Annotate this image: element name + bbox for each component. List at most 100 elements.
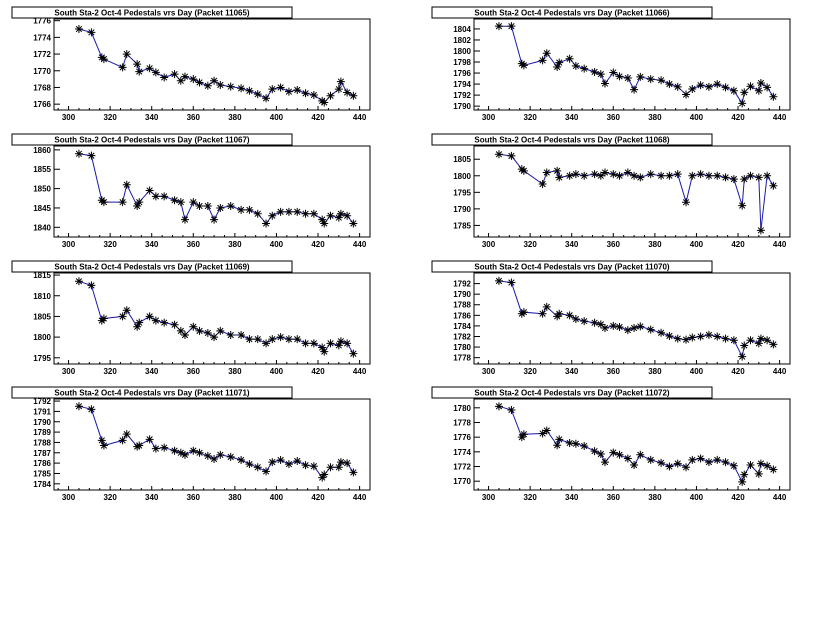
title-box (11, 133, 293, 146)
data-point-marker (160, 443, 169, 452)
data-point-marker (746, 336, 755, 345)
data-point-marker (696, 81, 705, 90)
data-point-marker (729, 461, 738, 470)
y-tick-label: 1815 (33, 271, 51, 280)
data-point-marker (195, 202, 204, 211)
x-tick-label: 360 (607, 493, 621, 502)
data-point-marker (135, 318, 144, 327)
data-point-marker (754, 339, 763, 348)
x-tick-label: 360 (187, 113, 201, 122)
data-point-marker (494, 150, 503, 159)
data-point-marker (245, 335, 254, 344)
x-tick-label: 400 (270, 113, 284, 122)
data-point-marker (309, 339, 318, 348)
data-point-marker (262, 94, 271, 103)
plot-frame (473, 398, 791, 491)
data-point-marker (542, 49, 551, 58)
y-tick-label: 1795 (453, 188, 471, 197)
y-tick-label: 1800 (453, 172, 471, 181)
data-point-marker (580, 317, 589, 326)
chart-panel-8: 300 320 340 360 380 400 420 440 1770 1772 1774 1776… (431, 386, 791, 502)
data-point-marker (176, 76, 185, 85)
x-tick-label: 440 (773, 493, 787, 502)
x-tick-label: 320 (523, 493, 537, 502)
data-point-marker (189, 446, 198, 455)
x-tick-label: 320 (523, 113, 537, 122)
data-point-marker (145, 435, 154, 444)
x-tick-label: 380 (648, 240, 662, 249)
data-point-marker (636, 173, 645, 182)
data-point-marker (216, 203, 225, 212)
data-point-marker (538, 56, 547, 65)
data-point-marker (665, 331, 674, 340)
data-point-marker (320, 347, 329, 356)
data-point-marker (646, 170, 655, 179)
chart-panel-2: 300 320 340 360 380 400 420 440 1790 1792 1794 1796… (431, 6, 791, 122)
data-point-marker (580, 441, 589, 450)
y-tick-label: 1770 (33, 67, 51, 76)
x-tick-label: 380 (228, 113, 242, 122)
data-point-marker (596, 171, 605, 180)
chart-panel-3: 300 320 340 360 380 400 420 440 1840 1845 1850 1855… (11, 133, 371, 249)
data-point-marker (746, 82, 755, 91)
data-point-marker (754, 469, 763, 478)
data-point-marker (133, 322, 142, 331)
data-point-marker (133, 60, 142, 69)
x-tick-label: 360 (187, 493, 201, 502)
data-point-marker (320, 98, 329, 107)
data-point-marker (494, 22, 503, 31)
y-tick-label: 1788 (453, 301, 471, 310)
data-point-marker (507, 22, 516, 31)
data-point-marker (151, 316, 160, 325)
y-tick-label: 1788 (33, 438, 51, 447)
data-point-marker (118, 436, 127, 445)
data-point-marker (151, 192, 160, 201)
data-point-marker (507, 406, 516, 415)
x-tick-label: 300 (62, 240, 76, 249)
data-point-marker (538, 429, 547, 438)
data-point-marker (657, 171, 666, 180)
data-point-marker (623, 168, 632, 177)
chart-title: South Sta-2 Oct-4 Pedestals vrs Day (Pac… (54, 136, 250, 145)
data-point-marker (284, 460, 293, 469)
data-point-marker (636, 450, 645, 459)
data-point-marker (553, 441, 562, 450)
data-point-marker (571, 170, 580, 179)
data-point-marker (600, 79, 609, 88)
y-tick-label: 1780 (453, 404, 471, 413)
data-point-marker (276, 207, 285, 216)
data-point-marker (99, 55, 108, 64)
y-tick-label: 1792 (453, 280, 471, 289)
data-point-marker (203, 328, 212, 337)
x-tick-label: 440 (773, 367, 787, 376)
data-point-marker (276, 456, 285, 465)
x-tick-label: 340 (145, 113, 159, 122)
data-point-marker (754, 86, 763, 95)
data-point-marker (145, 312, 154, 321)
data-point-marker (590, 318, 599, 327)
data-point-marker (216, 326, 225, 335)
data-point-marker (630, 171, 639, 180)
data-point-marker (349, 468, 358, 477)
data-point-marker (688, 85, 697, 94)
data-point-marker (688, 455, 697, 464)
data-point-marker (590, 447, 599, 456)
data-point-marker (336, 209, 345, 218)
y-tick-label: 1792 (33, 397, 51, 406)
data-point-marker (268, 85, 277, 94)
data-point-marker (118, 63, 127, 72)
x-tick-label: 420 (731, 113, 745, 122)
data-point-marker (195, 78, 204, 87)
data-point-marker (334, 213, 343, 222)
x-tick-label: 340 (145, 367, 159, 376)
plot-frame (473, 145, 791, 238)
data-point-marker (226, 202, 235, 211)
data-point-marker (87, 28, 96, 37)
data-point-marker (507, 278, 516, 287)
y-tick-label: 1790 (33, 418, 51, 427)
y-tick-label: 1778 (453, 418, 471, 427)
data-point-marker (253, 90, 262, 99)
plot-frame (53, 18, 371, 111)
data-point-marker (682, 335, 691, 344)
chart-panel-7: 300 320 340 360 380 400 420 440 1784 178517861787… (11, 386, 371, 502)
